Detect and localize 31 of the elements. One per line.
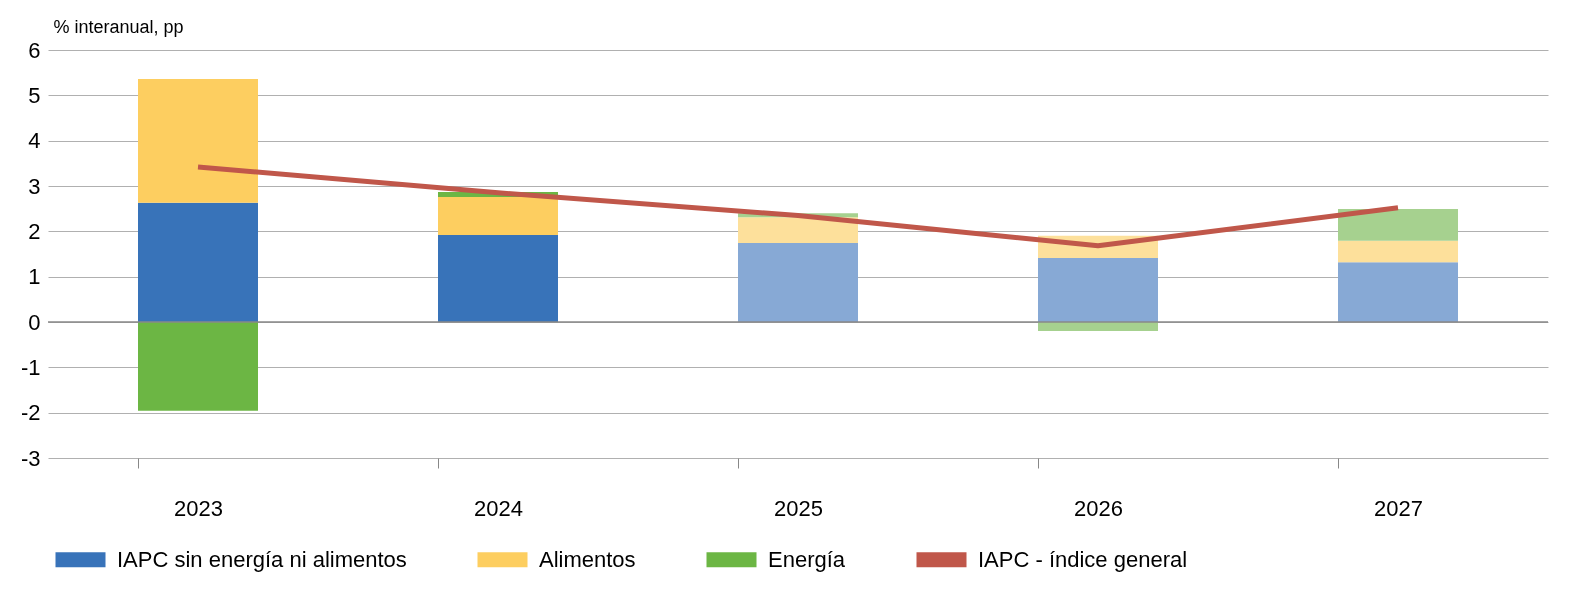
y-tick-label: 1: [28, 264, 41, 290]
legend-label: Energía: [768, 546, 846, 572]
bar: [738, 243, 858, 322]
bar: [438, 196, 558, 235]
bar: [738, 217, 858, 244]
y-tick-label: 5: [28, 82, 41, 108]
bar: [1338, 209, 1458, 241]
y-tick-label: 3: [28, 173, 41, 199]
legend-label: IAPC - índice general: [978, 546, 1188, 572]
bar: [438, 234, 558, 322]
bar: [1038, 258, 1158, 322]
bar: [1338, 262, 1458, 322]
x-tick-label: 2026: [1074, 495, 1123, 521]
y-tick-label: -3: [20, 445, 41, 471]
y-tick-label: -2: [20, 400, 41, 426]
bar: [1338, 240, 1458, 263]
legend-label: IAPC sin energía ni alimentos: [117, 546, 407, 572]
y-tick-label: 0: [28, 309, 41, 335]
y-axis-title: % interanual, pp: [53, 16, 184, 37]
bar: [138, 202, 258, 322]
y-tick-label: -1: [20, 354, 41, 380]
bar: [138, 79, 258, 203]
y-tick-label: 6: [28, 37, 41, 63]
bar: [138, 322, 258, 411]
y-tick-label: 4: [28, 128, 41, 154]
x-tick-label: 2023: [174, 495, 223, 521]
x-tick-label: 2024: [474, 495, 523, 521]
legend-label: Alimentos: [539, 546, 636, 572]
x-tick-label: 2025: [774, 495, 823, 521]
y-tick-label: 2: [28, 218, 41, 244]
x-tick-label: 2027: [1374, 495, 1423, 521]
